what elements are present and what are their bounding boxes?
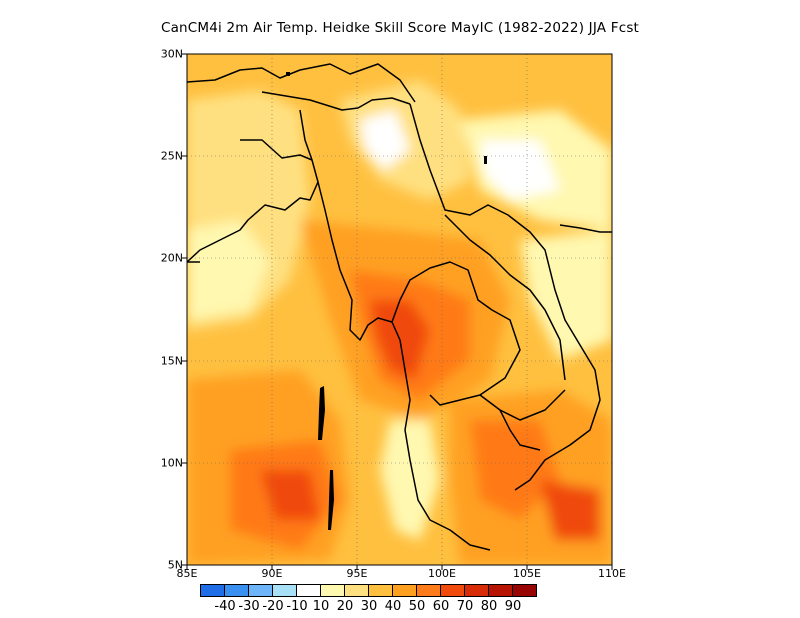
colorbar-swatch	[512, 584, 537, 597]
colorbar-swatch	[416, 584, 441, 597]
colorbar-swatch	[344, 584, 369, 597]
coastlines	[187, 63, 612, 551]
lon-tick-label: 100E	[428, 567, 456, 580]
lon-tick-label: 85E	[176, 567, 198, 580]
colorbar-swatch	[224, 584, 249, 597]
colorbar-label: 80	[480, 599, 498, 614]
colorbar-swatch	[464, 584, 489, 597]
lat-tick-label: 5N	[167, 558, 183, 572]
colorbar-swatch	[200, 584, 225, 597]
colorbar-label: 60	[432, 599, 450, 614]
lat-tick-label: 25N	[160, 149, 183, 163]
lon-tick-label: 95E	[346, 567, 368, 580]
lon-tick-label: 105E	[513, 567, 541, 580]
colorbar-label: -40	[214, 599, 236, 614]
lat-tick-label: 30N	[160, 47, 183, 61]
colorbar-swatch	[320, 584, 345, 597]
colorbar-label: 50	[408, 599, 426, 614]
score-field	[187, 54, 612, 565]
lat-tick-label: 20N	[160, 251, 183, 265]
colorbar-label: -10	[286, 599, 308, 614]
lon-tick-label: 90E	[261, 567, 283, 580]
colorbar-label: -20	[262, 599, 284, 614]
lon-tick-label: 110E	[598, 567, 626, 580]
colorbar-swatch	[392, 584, 417, 597]
colorbar-swatch	[296, 584, 321, 597]
colorbar-swatch	[488, 584, 513, 597]
colorbar-label: 40	[384, 599, 402, 614]
colorbar-swatch	[368, 584, 393, 597]
colorbar-swatch	[440, 584, 465, 597]
colorbar	[200, 584, 537, 597]
colorbar-label: 70	[456, 599, 474, 614]
islands	[286, 72, 487, 530]
map-frame	[186, 53, 613, 566]
colorbar-label: -30	[238, 599, 260, 614]
colorbar-label: 10	[312, 599, 330, 614]
tick-marks	[182, 53, 613, 570]
colorbar-label: 20	[336, 599, 354, 614]
colorbar-label: 30	[360, 599, 378, 614]
colorbar-label: 90	[504, 599, 522, 614]
lat-tick-label: 15N	[160, 354, 183, 368]
chart-title: CanCM4i 2m Air Temp. Heidke Skill Score …	[160, 20, 640, 36]
colorbar-swatch	[248, 584, 273, 597]
gridlines	[187, 54, 612, 565]
lat-tick-label: 10N	[160, 456, 183, 470]
colorbar-swatch	[272, 584, 297, 597]
